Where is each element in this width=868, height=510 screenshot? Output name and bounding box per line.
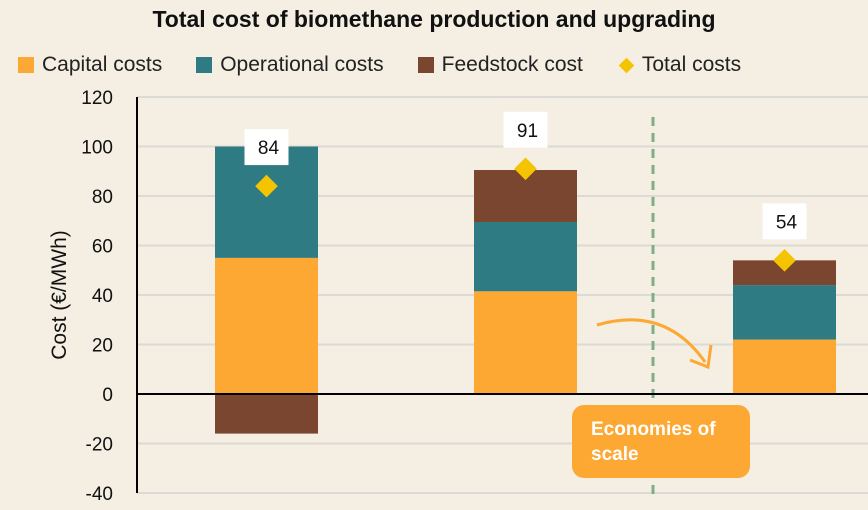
legend-label: Total costs [641,53,742,76]
y-tick-label: -20 [86,435,113,456]
y-tick-label: 120 [81,88,113,109]
bar-capital-costs [474,291,577,394]
legend-label: Operational costs [220,53,384,76]
y-tick-label: 60 [92,237,113,258]
legend-item: Capital costs [18,53,162,77]
total-label-box [503,111,548,148]
legend-swatch [196,57,213,73]
legend-item: Operational costs [196,53,384,77]
bar-capital-costs [733,339,836,394]
legend-item: Total costs [617,53,741,77]
y-tick-label: 80 [92,187,113,208]
scale-arrow [596,318,707,363]
total-label: 91 [517,121,538,142]
legend: Capital costs Operational costs Feedstock … [18,53,775,77]
y-tick-label: 100 [81,138,113,159]
economies-of-scale-callout: Economies of scale [572,405,750,478]
legend-item: Feedstock cost [417,53,583,77]
y-axis-label: Cost (€/MWh) [48,230,71,360]
arrow-head-icon [689,344,713,370]
total-label-box [244,129,289,166]
bar-feedstock-cost [215,394,318,434]
y-tick-label: 0 [102,385,113,406]
bar-operational-costs [733,285,836,340]
chart-title: Total cost of biomethane production and … [152,6,716,32]
y-tick-label: 40 [92,286,113,307]
total-label: 84 [258,138,280,159]
bar-operational-costs [474,221,577,292]
total-label: 54 [776,212,798,233]
bar-capital-costs [215,257,318,394]
legend-label: Feedstock cost [441,53,583,76]
y-tick-label: -40 [86,484,113,505]
legend-swatch [417,57,434,73]
y-tick-label: 20 [92,336,113,357]
legend-label: Capital costs [42,53,163,76]
legend-swatch [18,57,34,73]
total-label-box [762,203,807,240]
